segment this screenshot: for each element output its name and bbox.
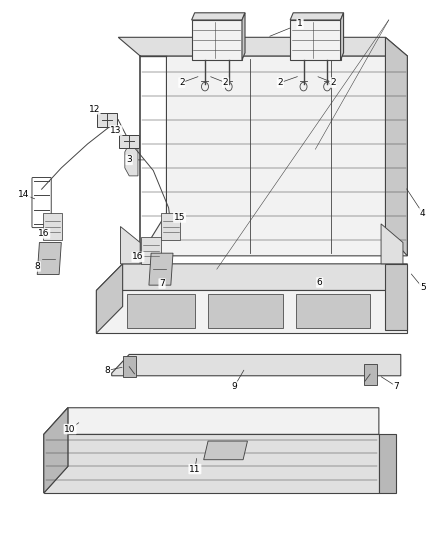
- Polygon shape: [44, 408, 68, 493]
- Text: 2: 2: [330, 78, 336, 87]
- Polygon shape: [242, 13, 245, 60]
- Polygon shape: [385, 264, 407, 330]
- Polygon shape: [149, 253, 173, 285]
- Polygon shape: [192, 20, 242, 60]
- Polygon shape: [290, 20, 340, 60]
- Text: 2: 2: [278, 78, 283, 87]
- Polygon shape: [96, 264, 123, 333]
- Text: 13: 13: [110, 126, 122, 135]
- Text: 15: 15: [174, 213, 185, 222]
- Polygon shape: [192, 13, 245, 20]
- Polygon shape: [44, 408, 379, 434]
- Text: 9: 9: [231, 382, 237, 391]
- Polygon shape: [290, 13, 343, 20]
- Polygon shape: [37, 243, 61, 274]
- Polygon shape: [43, 213, 62, 240]
- Polygon shape: [381, 224, 403, 264]
- Polygon shape: [118, 37, 407, 56]
- Text: 6: 6: [317, 278, 323, 287]
- Text: 11: 11: [189, 465, 201, 473]
- Text: 8: 8: [34, 262, 40, 271]
- Text: 7: 7: [393, 382, 399, 391]
- Text: 2: 2: [223, 78, 228, 87]
- Text: 3: 3: [126, 156, 132, 164]
- Text: 5: 5: [420, 284, 426, 292]
- Polygon shape: [364, 364, 377, 385]
- Text: 8: 8: [104, 366, 110, 375]
- Polygon shape: [119, 135, 139, 148]
- Polygon shape: [379, 434, 396, 493]
- Text: 7: 7: [159, 279, 165, 288]
- Text: 2: 2: [179, 78, 184, 87]
- Polygon shape: [112, 354, 401, 376]
- Polygon shape: [296, 294, 370, 328]
- Polygon shape: [123, 356, 136, 377]
- Polygon shape: [96, 264, 407, 290]
- Polygon shape: [204, 441, 247, 459]
- Polygon shape: [97, 114, 117, 126]
- Text: 10: 10: [64, 425, 76, 433]
- Polygon shape: [141, 237, 161, 264]
- Polygon shape: [208, 294, 283, 328]
- Polygon shape: [44, 408, 68, 493]
- Polygon shape: [125, 144, 138, 176]
- Text: 1: 1: [297, 20, 303, 28]
- Polygon shape: [140, 56, 407, 256]
- Text: 16: 16: [38, 229, 49, 238]
- Polygon shape: [96, 290, 407, 333]
- Text: 16: 16: [132, 253, 144, 261]
- Polygon shape: [340, 13, 343, 60]
- Text: 4: 4: [420, 209, 425, 217]
- Polygon shape: [385, 37, 407, 256]
- Polygon shape: [44, 434, 379, 493]
- Polygon shape: [120, 227, 140, 264]
- Polygon shape: [127, 294, 195, 328]
- Text: 12: 12: [88, 105, 100, 114]
- Text: 14: 14: [18, 190, 30, 199]
- Polygon shape: [161, 213, 180, 240]
